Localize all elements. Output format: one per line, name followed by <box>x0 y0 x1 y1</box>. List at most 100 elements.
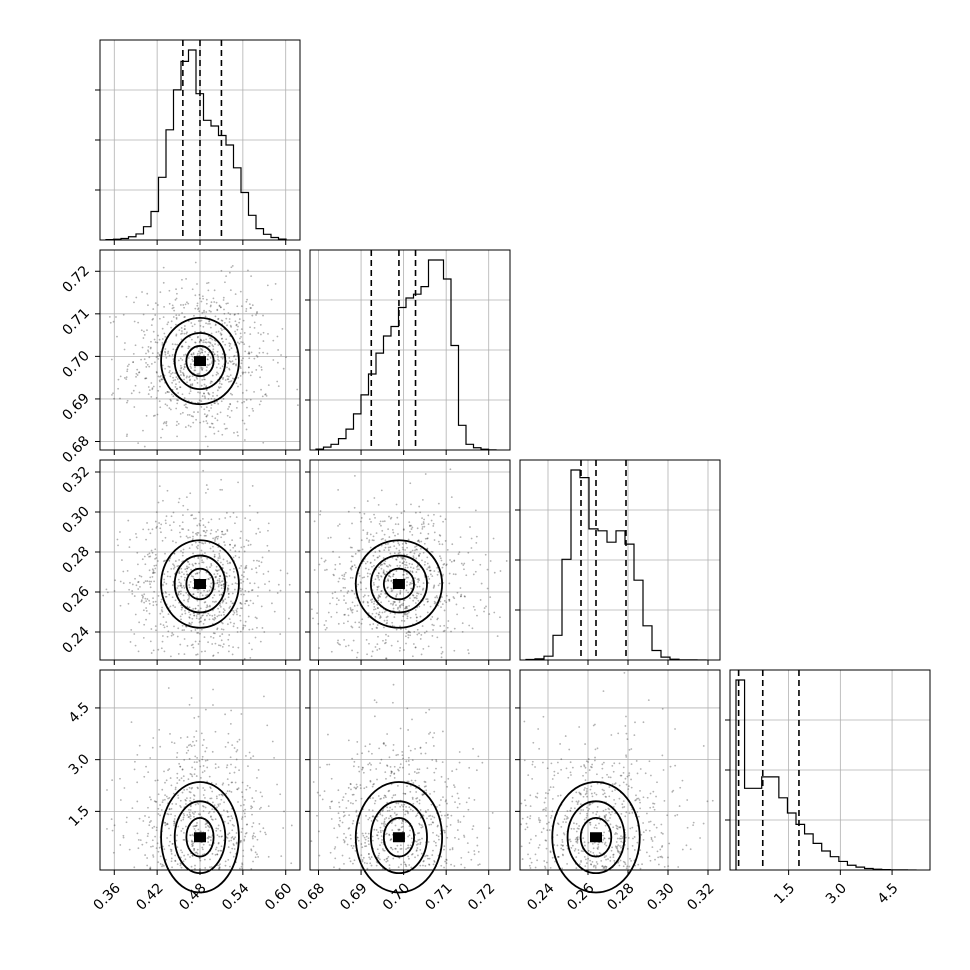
scatter-point <box>231 744 234 747</box>
scatter-point <box>194 607 197 610</box>
scatter-point <box>225 338 228 341</box>
scatter-point <box>410 587 412 590</box>
scatter-point <box>575 791 578 794</box>
scatter-point <box>388 789 391 792</box>
scatter-point <box>589 821 592 824</box>
scatter-point <box>186 788 188 791</box>
scatter-point <box>207 641 209 644</box>
scatter-point <box>593 864 596 867</box>
scatter-point <box>354 621 357 624</box>
scatter-point <box>245 831 248 834</box>
scatter-point <box>392 743 395 746</box>
scatter-points <box>108 261 299 448</box>
scatter-point <box>534 766 536 768</box>
scatter-point <box>183 316 186 319</box>
scatter-point <box>576 803 579 806</box>
scatter-point <box>587 809 589 812</box>
y-tick-label: 1.5 <box>66 803 93 830</box>
scatter-point <box>199 534 202 537</box>
scatter-point <box>175 317 178 320</box>
scatter-point <box>226 366 228 369</box>
scatter-point <box>226 324 228 327</box>
scatter-point <box>255 617 258 620</box>
scatter-point <box>415 815 417 818</box>
scatter-point <box>186 508 189 511</box>
scatter-point <box>406 785 408 788</box>
scatter-point <box>227 380 230 383</box>
scatter-point <box>351 577 354 579</box>
scatter-point <box>343 840 346 843</box>
scatter-point <box>433 860 436 862</box>
scatter-point <box>237 325 239 328</box>
scatter-point <box>197 307 200 310</box>
scatter-point <box>176 834 178 837</box>
scatter-point <box>433 513 435 516</box>
scatter-point <box>206 445 209 448</box>
scatter-point <box>436 566 439 569</box>
scatter-point <box>642 838 645 841</box>
scatter-point <box>448 598 451 601</box>
scatter-point <box>179 765 182 768</box>
scatter-point <box>420 826 423 829</box>
scatter-point <box>164 522 167 525</box>
scatter-point <box>355 810 358 813</box>
scatter-point <box>185 570 188 573</box>
scatter-point <box>390 602 392 605</box>
scatter-point <box>394 612 396 615</box>
scatter-point <box>607 776 610 779</box>
scatter-point <box>216 389 219 392</box>
scatter-point <box>595 861 598 863</box>
scatter-point <box>270 298 273 301</box>
scatter-point <box>189 336 191 338</box>
scatter-point <box>181 606 184 609</box>
scatter-point <box>436 825 439 828</box>
scatter-point <box>399 763 402 766</box>
scatter-point <box>587 758 590 760</box>
scatter-point <box>624 725 627 727</box>
scatter-point <box>520 802 523 805</box>
scatter-point <box>415 791 418 793</box>
scatter-point <box>378 613 380 616</box>
scatter-point <box>595 813 598 816</box>
scatter-point <box>626 847 629 850</box>
scatter-point <box>244 624 247 627</box>
scatter-point <box>183 788 186 791</box>
scatter-point <box>437 502 440 505</box>
scatter-point <box>175 407 178 410</box>
scatter-point <box>207 323 210 325</box>
scatter-point <box>177 422 180 425</box>
scatter-point <box>547 792 549 795</box>
scatter-point <box>199 324 202 327</box>
scatter-point <box>260 333 262 336</box>
scatter-point <box>444 518 447 521</box>
scatter-point <box>584 766 587 769</box>
scatter-point <box>618 852 621 855</box>
scatter-point <box>204 650 206 653</box>
scatter-point <box>432 831 434 834</box>
scatter-point <box>200 650 203 653</box>
scatter-point <box>189 791 192 794</box>
scatter-point <box>132 361 135 363</box>
scatter-point <box>373 583 375 586</box>
scatter-point <box>133 595 136 597</box>
scatter-point <box>387 542 389 545</box>
scatter-point <box>398 601 401 604</box>
scatter-point <box>157 861 160 864</box>
scatter-point <box>213 353 216 356</box>
scatter-point <box>178 571 180 574</box>
scatter-point <box>474 509 477 512</box>
scatter-point <box>617 844 620 847</box>
scatter-point <box>224 517 227 519</box>
scatter-point <box>410 866 413 869</box>
scatter-point <box>363 787 366 790</box>
scatter-point <box>183 831 185 834</box>
scatter-point <box>222 809 225 812</box>
scatter-point <box>248 352 251 355</box>
scatter-point <box>550 814 553 817</box>
scatter-point <box>128 848 131 851</box>
scatter-point <box>458 751 461 753</box>
scatter-point <box>433 861 436 863</box>
scatter-point <box>228 618 231 621</box>
scatter-point <box>178 570 181 573</box>
scatter-point <box>216 413 219 415</box>
